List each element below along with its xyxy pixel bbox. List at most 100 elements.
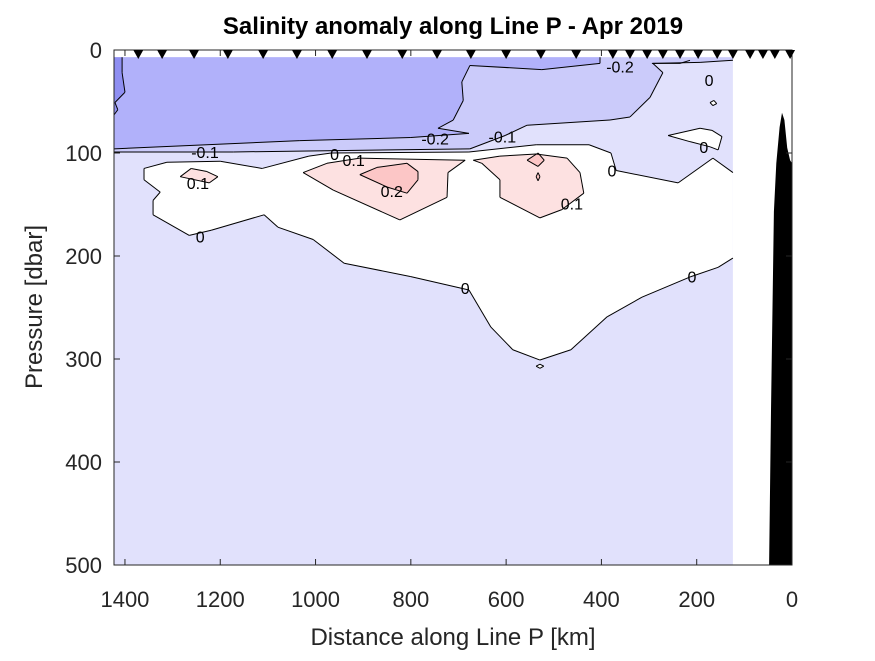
station-marker-icon [675,50,686,59]
contour-region [473,154,584,218]
contour-label: 0.1 [561,196,583,213]
contour-label: -0.1 [489,130,517,147]
contour-line-segment [299,137,411,142]
station-marker-icon [757,50,768,59]
contour-line-segment [447,159,466,173]
contour-label: 0.1 [343,153,365,170]
station-marker-icon [432,50,443,59]
contour-label: -0.2 [606,59,634,76]
contour-line-segment [537,176,541,182]
contour-line-segment [504,124,528,136]
contour-line-segment [302,162,328,174]
contour-line-segment [473,159,482,164]
contour-line-segment [113,109,119,116]
contour-line-segment [579,172,585,194]
station-marker-icon [769,50,780,59]
station-marker-icon [745,50,756,59]
contour-line-segment [220,160,263,169]
contour-line-segment [712,157,734,173]
contour-line-segment [610,152,617,171]
contour-line-segment [490,326,514,351]
contour-line-segment [709,100,715,103]
station-marker-icon [625,50,636,59]
contour-line-segment [499,153,537,157]
contour-line-segment [308,152,332,157]
contour-line-segment [606,296,643,318]
contour-line-segment [410,276,470,291]
y-tick-label: 300 [65,347,102,372]
contour-line-segment [277,226,314,240]
contour-line-segment [143,161,168,169]
contour-line-segment [399,196,448,221]
station-marker-icon [222,50,233,59]
contour-line-segment [468,144,537,153]
station-marker-icon [327,50,338,59]
contour-line-segment [499,196,541,219]
contour-line-segment [539,363,545,367]
contour-line-segment [180,176,210,184]
contour-line-segment [535,172,539,177]
contour-line-segment [539,365,545,369]
x-tick-label: 1400 [100,587,149,612]
contour-label: 0 [687,270,696,287]
x-tick-label: 200 [678,587,715,612]
contour-line-segment [461,81,464,101]
y-tick-label: 500 [65,553,102,578]
contour-line-segment [437,119,454,129]
contour-line-segment [526,152,539,161]
station-marker-icon [189,50,200,59]
contour-region [668,128,722,150]
contour-line-segment [481,162,501,181]
contour-region [180,168,218,183]
contour-line-segment [452,100,464,121]
station-marker-icon [133,50,144,59]
axes-box [113,49,793,566]
contour-labels: -0.20-0.2 -0.1-0.1 0 0.10.20.1000.1000 [187,59,714,297]
contour-line-segment [649,72,664,98]
y-tick-label: 0 [90,38,102,63]
contour-label: 0 [699,140,708,157]
contour-line-segment [609,116,631,121]
contour-line-segment [206,171,219,178]
contour-line-segment [331,151,469,154]
x-tick-label: 400 [583,587,620,612]
contour-label: 0 [705,73,714,90]
y-axis-label: Pressure [dbar] [21,225,48,389]
x-tick-label: 600 [488,587,525,612]
contour-lines [113,57,734,369]
contour-line-segment [114,91,126,103]
y-tick-label: 400 [65,450,102,475]
contour-line-segment [143,179,161,193]
bathymetry [769,112,792,566]
station-marker-icon [727,50,738,59]
contour-line-segment [541,62,601,71]
station-marker-icon [657,50,668,59]
contour-line-segment [616,170,679,184]
contour-line-segment [233,148,470,153]
contour-line-segment [326,157,360,164]
contour-line-segment [211,214,265,231]
contour-line-segment [446,172,449,198]
contour-line-segment [166,160,221,163]
contour-line-segment [468,289,492,328]
contour-line-segment [535,365,541,369]
contour-line-segment [713,100,718,104]
contour-line-segment [359,157,466,161]
bathymetry-shape [769,112,792,566]
contour-region [303,158,466,220]
y-tick-label: 100 [65,141,102,166]
contour-line-segment [179,168,192,178]
contour-line-segment [689,141,711,148]
contour-line-segment [526,159,539,167]
contour-line-segment [469,135,506,150]
contour-line-segment [588,144,612,154]
station-marker-icon [291,50,302,59]
contour-line-segment [668,127,701,136]
x-tick-label: 1200 [196,587,245,612]
contour-label: -0.2 [421,132,449,149]
contour-line-segment [359,166,378,176]
contour-line-segment [535,363,541,367]
contour-line-segment [113,140,300,150]
contour-line-segment [512,349,541,361]
contour-line-segment [566,157,581,173]
